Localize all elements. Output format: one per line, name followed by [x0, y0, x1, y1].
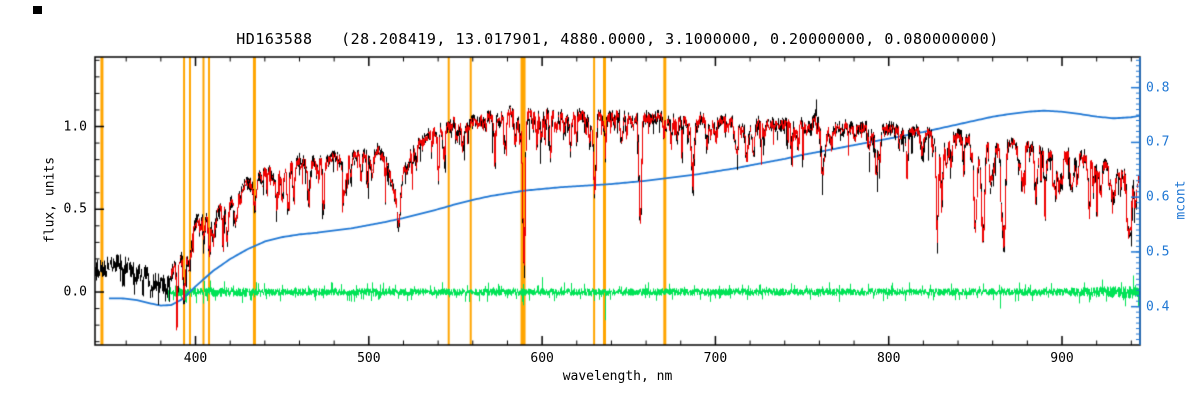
y-right-tick-label: 0.4 — [1146, 299, 1170, 315]
x-tick-label: 700 — [703, 351, 728, 366]
x-tick-label: 900 — [1050, 351, 1074, 366]
plot-title: HD163588 (28.208419, 13.017901, 4880.000… — [236, 30, 999, 48]
x-tick-label: 400 — [183, 351, 208, 366]
x-tick-label: 500 — [357, 351, 381, 366]
y-right-tick-label: 0.8 — [1146, 80, 1170, 96]
y-left-tick-label: 0.0 — [63, 284, 87, 300]
x-tick-label: 800 — [876, 351, 901, 366]
y-axis-label-left: flux, units — [42, 156, 58, 244]
y-right-tick-label: 0.7 — [1146, 134, 1170, 150]
y-right-tick-label: 0.5 — [1146, 244, 1170, 260]
y-right-tick-label: 0.6 — [1146, 189, 1170, 205]
y-left-tick-label: 0.5 — [63, 201, 87, 217]
x-axis-label: wavelength, nm — [562, 369, 673, 384]
y-left-tick-label: 1.0 — [63, 119, 87, 135]
y-axis-label-right: mcont — [1173, 180, 1189, 220]
x-tick-label: 600 — [530, 351, 554, 366]
